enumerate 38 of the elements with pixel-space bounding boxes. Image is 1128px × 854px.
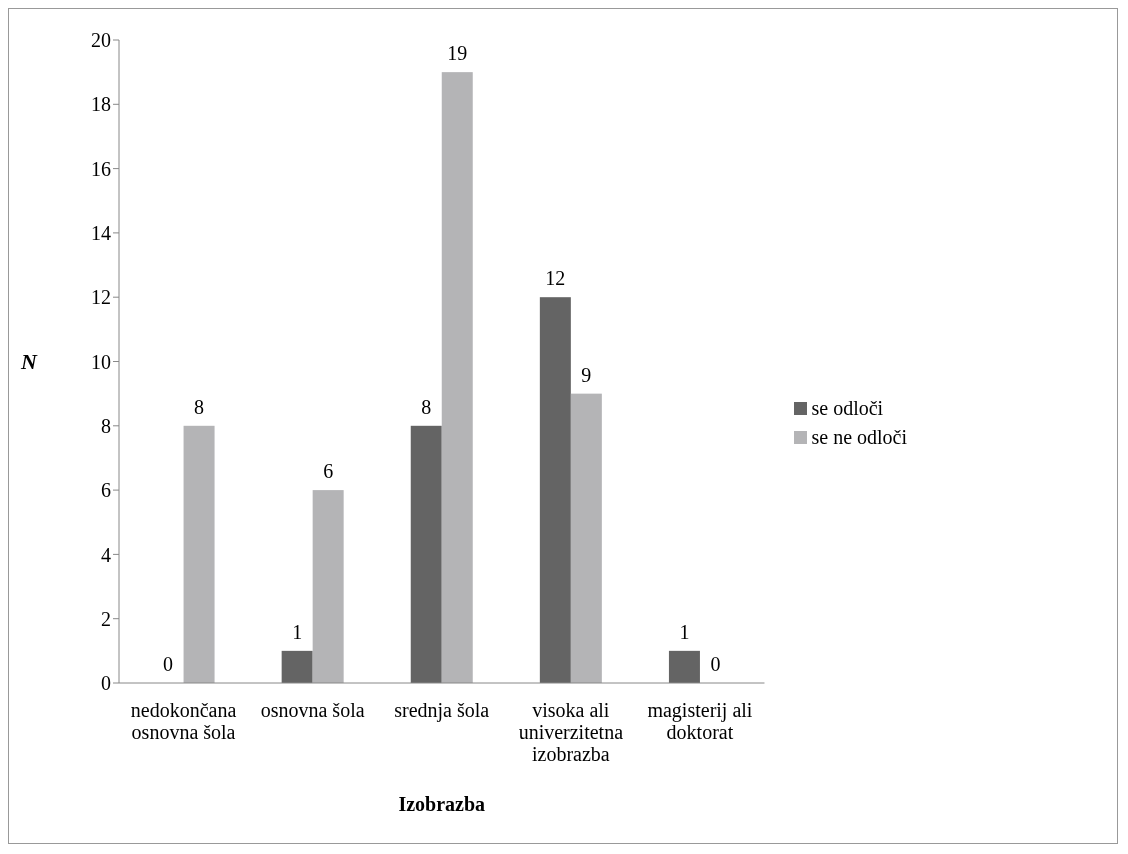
y-tick-label: 16 <box>91 157 111 180</box>
bar <box>570 393 602 683</box>
y-axis-title: N <box>20 349 38 375</box>
y-tick-label: 6 <box>101 479 111 502</box>
x-tick-label: osnovna šola <box>260 699 365 721</box>
x-tick-label: srednja šola <box>394 699 490 722</box>
legend-label: se ne odloči <box>811 426 907 449</box>
bar <box>281 650 313 683</box>
data-label: 8 <box>194 395 205 418</box>
y-tick-label: 0 <box>101 672 111 695</box>
data-label: 9 <box>581 363 592 386</box>
y-tick-label: 12 <box>91 286 111 309</box>
data-label: 6 <box>323 460 334 483</box>
bar <box>441 72 473 683</box>
data-label: 1 <box>292 620 303 643</box>
y-tick-label: 14 <box>91 222 111 244</box>
y-tick-label: 20 <box>91 29 111 52</box>
y-tick-label: 18 <box>91 93 111 116</box>
y-tick-label: 2 <box>101 607 111 630</box>
x-tick-label: nedokončana osnovna šola <box>130 699 237 743</box>
bar <box>539 297 571 683</box>
y-tick-label: 4 <box>101 543 111 566</box>
y-tick-label: 8 <box>101 414 111 437</box>
data-label: 0 <box>163 653 174 675</box>
data-label: 0 <box>710 653 721 675</box>
legend-label: se odloči <box>811 397 884 420</box>
bar <box>668 650 700 683</box>
data-label: 1 <box>679 620 690 643</box>
x-tick-label: visoka ali univerzitetna izobrazba <box>518 699 624 765</box>
y-tick-label: 10 <box>91 350 111 373</box>
data-label: 19 <box>447 42 468 65</box>
bar <box>312 490 344 683</box>
data-label: 8 <box>421 395 432 418</box>
x-axis-title: Izobrazba <box>398 793 486 815</box>
x-tick-label: magisterij ali doktorat <box>647 699 753 743</box>
bar <box>183 425 215 683</box>
bar <box>410 425 442 683</box>
data-label: 12 <box>545 267 566 290</box>
